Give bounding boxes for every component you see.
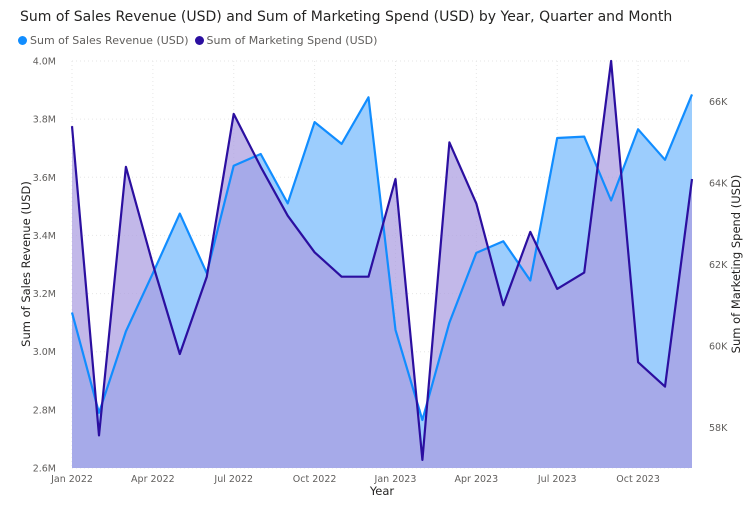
y2-tick-label: 64K [709,179,728,190]
y-tick-label: 4.0M [33,57,56,68]
area-layer [72,61,692,469]
x-tick-label: Oct 2023 [616,474,660,485]
axes: 4.0M 3.8M 3.6M 3.4M 3.2M 3.0M 2.8M 2.6M 66K 64K 62… [33,57,728,486]
x-tick-label: Apr 2022 [131,474,175,485]
chart-title: Sum of Sales Revenue (USD) and Sum of Ma… [20,9,673,25]
marketing-spend-line [70,59,694,461]
legend-item-sales-revenue[interactable]: Sum of Sales Revenue (USD) [18,34,189,47]
sales-revenue-line [70,93,694,422]
y2-tick-label: 58K [709,423,728,434]
y-tick-label: 3.2M [33,289,56,300]
legend-marker-sales-revenue [18,36,27,45]
y2-tick-label: 66K [709,97,728,108]
line-layer [70,59,694,461]
x-tick-label: Jan 2023 [374,474,417,485]
x-tick-label: Jul 2022 [213,474,253,485]
x-tick-label: Jul 2023 [537,474,577,485]
marketing-spend-area [72,61,692,468]
x-tick-label: Apr 2023 [455,474,499,485]
y-axis-title: Sum of Sales Revenue (USD) [19,181,33,347]
y2-tick-label: 60K [709,341,728,352]
legend[interactable]: Sum of Sales Revenue (USD) Sum of Market… [18,34,383,47]
y2-tick-label: 62K [709,260,728,271]
y-tick-label: 3.8M [33,115,56,126]
legend-item-marketing-spend[interactable]: Sum of Marketing Spend (USD) [194,34,378,47]
legend-marker-marketing-spend [194,36,204,45]
y-tick-label: 3.0M [33,347,56,358]
y-tick-label: 2.8M [33,405,56,416]
y2-axis-title: Sum of Marketing Spend (USD) [729,175,743,354]
x-axis-title: Year [369,484,395,498]
y-tick-label: 2.6M [33,464,56,475]
y-tick-label: 3.6M [33,173,56,184]
x-tick-label: Oct 2022 [293,474,337,485]
legend-label-marketing-spend: Sum of Marketing Spend (USD) [206,34,378,47]
y-tick-label: 3.4M [33,231,56,242]
legend-label-sales-revenue: Sum of Sales Revenue (USD) [30,34,189,47]
x-tick-label: Jan 2022 [50,474,93,485]
